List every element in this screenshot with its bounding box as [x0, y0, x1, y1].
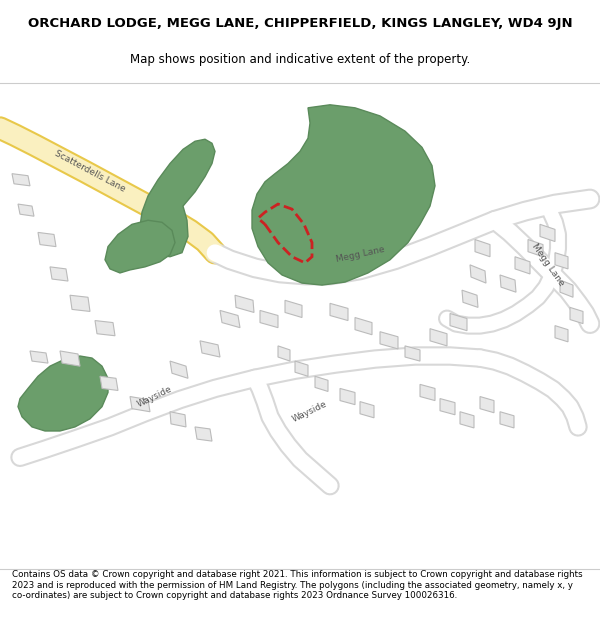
Polygon shape: [60, 351, 80, 366]
Polygon shape: [405, 346, 420, 361]
Text: Contains OS data © Crown copyright and database right 2021. This information is : Contains OS data © Crown copyright and d…: [12, 571, 583, 600]
Polygon shape: [0, 82, 600, 569]
Text: Wayside: Wayside: [291, 399, 329, 424]
Polygon shape: [570, 308, 583, 324]
Text: Megg Lane: Megg Lane: [335, 245, 385, 264]
Polygon shape: [460, 412, 474, 428]
Polygon shape: [380, 332, 398, 349]
Polygon shape: [430, 329, 447, 346]
Polygon shape: [515, 257, 530, 274]
Polygon shape: [200, 341, 220, 357]
Polygon shape: [555, 253, 568, 269]
Polygon shape: [18, 204, 34, 216]
Polygon shape: [278, 346, 290, 361]
Text: ORCHARD LODGE, MEGG LANE, CHIPPERFIELD, KINGS LANGLEY, WD4 9JN: ORCHARD LODGE, MEGG LANE, CHIPPERFIELD, …: [28, 17, 572, 29]
Polygon shape: [540, 224, 555, 241]
Polygon shape: [30, 351, 48, 363]
Polygon shape: [528, 239, 543, 257]
Polygon shape: [500, 275, 516, 292]
Polygon shape: [38, 232, 56, 247]
Polygon shape: [100, 376, 118, 391]
Polygon shape: [360, 402, 374, 418]
Polygon shape: [470, 265, 486, 283]
Polygon shape: [440, 399, 455, 415]
Polygon shape: [462, 290, 478, 308]
Polygon shape: [555, 326, 568, 342]
Polygon shape: [95, 321, 115, 336]
Polygon shape: [340, 388, 355, 404]
Polygon shape: [70, 295, 90, 311]
Polygon shape: [260, 311, 278, 328]
Polygon shape: [105, 220, 175, 273]
Text: Megg Lane: Megg Lane: [530, 242, 566, 288]
Polygon shape: [140, 139, 215, 257]
Text: Wayside: Wayside: [136, 384, 174, 409]
Polygon shape: [560, 280, 573, 298]
Polygon shape: [420, 384, 435, 401]
Polygon shape: [235, 295, 254, 312]
Polygon shape: [12, 174, 30, 186]
Polygon shape: [475, 239, 490, 257]
Polygon shape: [295, 361, 308, 376]
Polygon shape: [330, 303, 348, 321]
Polygon shape: [252, 105, 435, 285]
Polygon shape: [315, 376, 328, 391]
Polygon shape: [355, 318, 372, 335]
Polygon shape: [195, 427, 212, 441]
Polygon shape: [170, 361, 188, 378]
Polygon shape: [130, 396, 150, 412]
Polygon shape: [220, 311, 240, 328]
Polygon shape: [500, 412, 514, 428]
Polygon shape: [18, 356, 108, 431]
Polygon shape: [450, 314, 467, 331]
Text: Map shows position and indicative extent of the property.: Map shows position and indicative extent…: [130, 53, 470, 66]
Polygon shape: [285, 300, 302, 318]
Text: Scatterdells Lane: Scatterdells Lane: [53, 149, 127, 194]
Polygon shape: [480, 396, 494, 412]
Polygon shape: [170, 412, 186, 427]
Polygon shape: [50, 267, 68, 281]
